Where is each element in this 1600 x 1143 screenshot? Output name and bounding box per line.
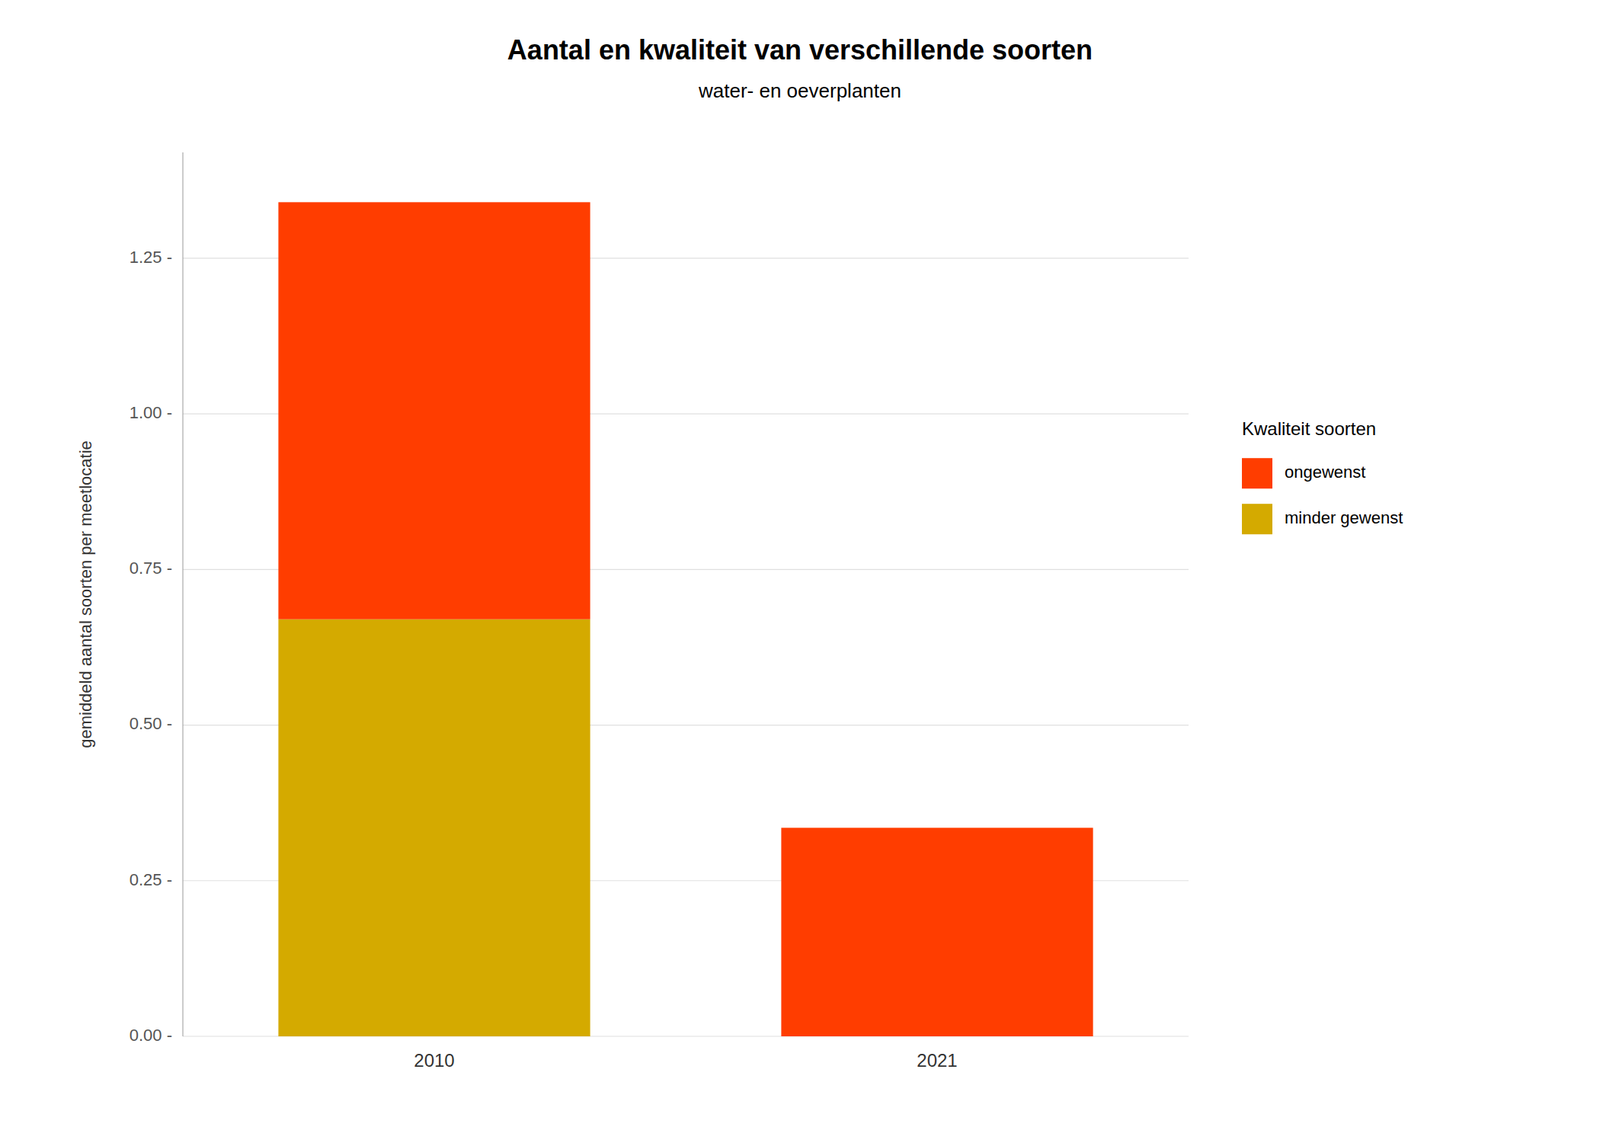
legend-swatch: [1241, 503, 1273, 535]
bar-segment: [278, 201, 590, 619]
legend-label: ongewenst: [1284, 462, 1366, 482]
subtitle: water- en oeverplanten: [697, 79, 902, 103]
chart: Aantal en kwaliteit van verschillende so…: [0, 0, 1600, 1143]
x-tick-label: 2010: [413, 1049, 455, 1071]
legend-title: Kwaliteit soorten: [1241, 418, 1376, 439]
title: Aantal en kwaliteit van verschillende so…: [507, 34, 1093, 66]
legend-label: minder gewenst: [1284, 508, 1403, 528]
y-axis-line: [182, 152, 184, 1037]
y-tick-label: 1.00 -: [129, 403, 173, 423]
x-tick-label: 2021: [916, 1049, 957, 1071]
bars: [278, 201, 1093, 1037]
y-tick-label: 1.25 -: [129, 247, 173, 267]
bar-segment: [278, 619, 590, 1037]
y-axis-label: gemiddeld aantal soorten per meetlocatie: [76, 440, 96, 749]
y-tick-label: 0.00 -: [129, 1025, 173, 1045]
legend: Kwaliteit soorten ongewenst minder gewenst: [1241, 418, 1403, 535]
legend-swatch: [1241, 457, 1273, 489]
y-tick-label: 0.75 -: [129, 558, 173, 578]
y-tick-label: 0.50 -: [129, 713, 173, 733]
y-tick-label: 0.25 -: [129, 870, 173, 890]
bar-segment: [780, 827, 1093, 1037]
